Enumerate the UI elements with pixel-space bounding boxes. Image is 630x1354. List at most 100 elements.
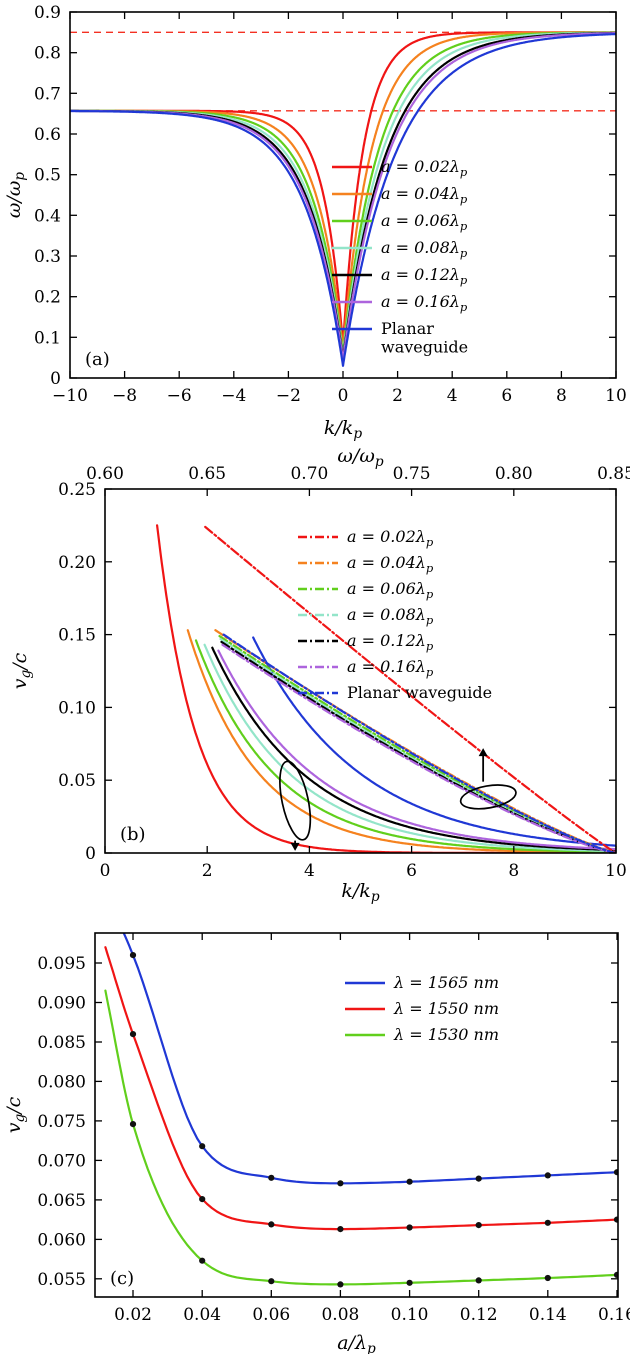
x-tick-label: −10 xyxy=(52,386,88,406)
legend-label: Planar waveguide xyxy=(347,683,492,702)
x-tick-label: 8 xyxy=(508,861,519,881)
x-tick-label: 2 xyxy=(202,861,213,881)
data-point-marker xyxy=(406,1224,413,1231)
y-tick-label: 0.10 xyxy=(58,698,96,718)
x-axis-label: k/kp xyxy=(341,880,379,905)
legend-label: a = 0.12λp xyxy=(347,631,434,653)
x-tick-label: 0 xyxy=(338,386,349,406)
y-tick-label: 0.070 xyxy=(37,1151,86,1171)
y-tick-label: 0.25 xyxy=(58,480,96,500)
top-x-axis-label: ω/ωp xyxy=(337,445,383,470)
data-point-marker xyxy=(544,1219,551,1226)
x-tick-label: 10 xyxy=(605,386,627,406)
y-tick-label: 0.095 xyxy=(37,954,86,974)
data-point-marker xyxy=(268,1174,275,1181)
top-x-tick-label: 0.85 xyxy=(597,464,630,484)
y-tick-label: 0.20 xyxy=(58,553,96,573)
legend-label: a = 0.12λp xyxy=(381,265,468,287)
data-point-marker xyxy=(129,1121,137,1128)
y-tick-label: 0.7 xyxy=(34,84,61,104)
data-point-marker xyxy=(199,1143,206,1150)
legend-label: a = 0.04λp xyxy=(381,184,468,206)
x-tick-label: 6 xyxy=(501,386,512,406)
x-tick-label: 0.08 xyxy=(321,1305,359,1325)
legend: λ = 1565 nm λ = 1550 nm λ = 1530 nm xyxy=(345,973,499,1044)
x-tick-label: 0.16 xyxy=(598,1305,630,1325)
x-tick-label: 0 xyxy=(100,861,111,881)
data-point-marker xyxy=(475,1222,482,1229)
legend-label: a = 0.04λp xyxy=(347,553,434,575)
vg-k-a-0p08 xyxy=(203,643,616,853)
curve-planar xyxy=(70,33,616,367)
annotation-ellipse xyxy=(459,784,517,810)
data-point-marker xyxy=(475,1175,482,1182)
vg-k-a-0p06 xyxy=(194,639,616,853)
data-point-marker xyxy=(129,1031,137,1038)
y-tick-label: 0.3 xyxy=(34,247,61,267)
vg-w-a-0p16 xyxy=(221,643,616,853)
vg-k-a-0p16 xyxy=(217,649,616,851)
x-tick-label: 0.04 xyxy=(183,1305,221,1325)
y-tick-label: 0.2 xyxy=(34,288,61,308)
x-tick-label: −2 xyxy=(276,386,301,406)
legend-label: a = 0.16λp xyxy=(347,657,434,679)
panel-a-dispersion-chart: −10 −8 −6 −4 −2 0 2 4 6 8 10 0 0.1 0.2 0.3 0.4 0.5 0.6 0.7… xyxy=(3,3,627,442)
curve-1550nm xyxy=(104,946,618,1231)
legend-label: λ = 1565 nm xyxy=(393,973,499,992)
legend-label: Planar waveguide xyxy=(381,319,468,356)
annotation-arrow-head xyxy=(478,748,488,757)
data-point-marker xyxy=(613,1169,618,1176)
panel-tag: (b) xyxy=(120,824,146,845)
x-tick-label: 4 xyxy=(447,386,458,406)
data-point-marker xyxy=(406,1279,413,1286)
top-x-tick-label: 0.70 xyxy=(290,464,328,484)
x-tick-label: 0.06 xyxy=(252,1305,290,1325)
y-axis-label: vg/c xyxy=(9,652,34,689)
legend-label: λ = 1550 nm xyxy=(393,999,499,1018)
x-tick-label: 0.12 xyxy=(460,1305,498,1325)
legend-label: λ = 1530 nm xyxy=(393,1025,499,1044)
legend-label: a = 0.06λp xyxy=(347,579,434,601)
x-tick-label: 2 xyxy=(392,386,403,406)
panel-b-group-velocity-chart: 0 2 4 6 8 10 0 0.05 0.10 0.15 0.20 0.250.60 0.65 0.70… xyxy=(9,445,630,905)
plot-frame xyxy=(94,932,619,1298)
y-tick-label: 0.6 xyxy=(34,125,61,145)
y-tick-label: 0.05 xyxy=(58,771,96,791)
x-tick-label: −4 xyxy=(221,386,246,406)
y-tick-label: 0.5 xyxy=(34,166,61,186)
data-point-marker xyxy=(337,1180,344,1187)
top-x-tick-label: 0.75 xyxy=(393,464,431,484)
curve-a-0p16 xyxy=(70,32,616,361)
data-point-marker xyxy=(268,1221,275,1228)
curve-a-0p02 xyxy=(70,31,616,347)
x-tick-label: 4 xyxy=(304,861,315,881)
x-tick-label: 8 xyxy=(556,386,567,406)
x-tick-label: −8 xyxy=(112,386,137,406)
y-tick-label: 0.065 xyxy=(37,1191,86,1211)
y-tick-label: 0.085 xyxy=(37,1033,86,1053)
y-tick-label: 0.15 xyxy=(58,626,96,646)
legend-label: a = 0.16λp xyxy=(381,292,468,314)
y-tick-label: 0.075 xyxy=(37,1112,86,1132)
x-axis-label: a/λp xyxy=(337,1332,376,1354)
data-point-marker xyxy=(544,1172,551,1179)
y-tick-label: 0.055 xyxy=(37,1270,86,1290)
y-tick-label: 0 xyxy=(85,844,96,864)
data-point-marker xyxy=(337,1281,344,1288)
y-tick-label: 0 xyxy=(50,369,61,389)
panel-tag: (a) xyxy=(85,349,110,370)
x-tick-label: 0.02 xyxy=(114,1305,152,1325)
legend-label: a = 0.08λp xyxy=(347,605,434,627)
data-point-marker xyxy=(406,1178,413,1185)
data-point-marker xyxy=(613,1271,618,1278)
y-axis-label: ω/ωp xyxy=(3,172,28,218)
plot-frame xyxy=(104,488,617,854)
legend-label: a = 0.08λp xyxy=(381,238,468,260)
top-x-tick-label: 0.80 xyxy=(495,464,533,484)
data-point-marker xyxy=(544,1274,551,1282)
x-axis-label: k/kp xyxy=(324,417,362,442)
panel-tag: (c) xyxy=(110,1268,134,1289)
annotation-ellipse xyxy=(279,760,312,841)
y-tick-label: 0.9 xyxy=(34,3,61,23)
